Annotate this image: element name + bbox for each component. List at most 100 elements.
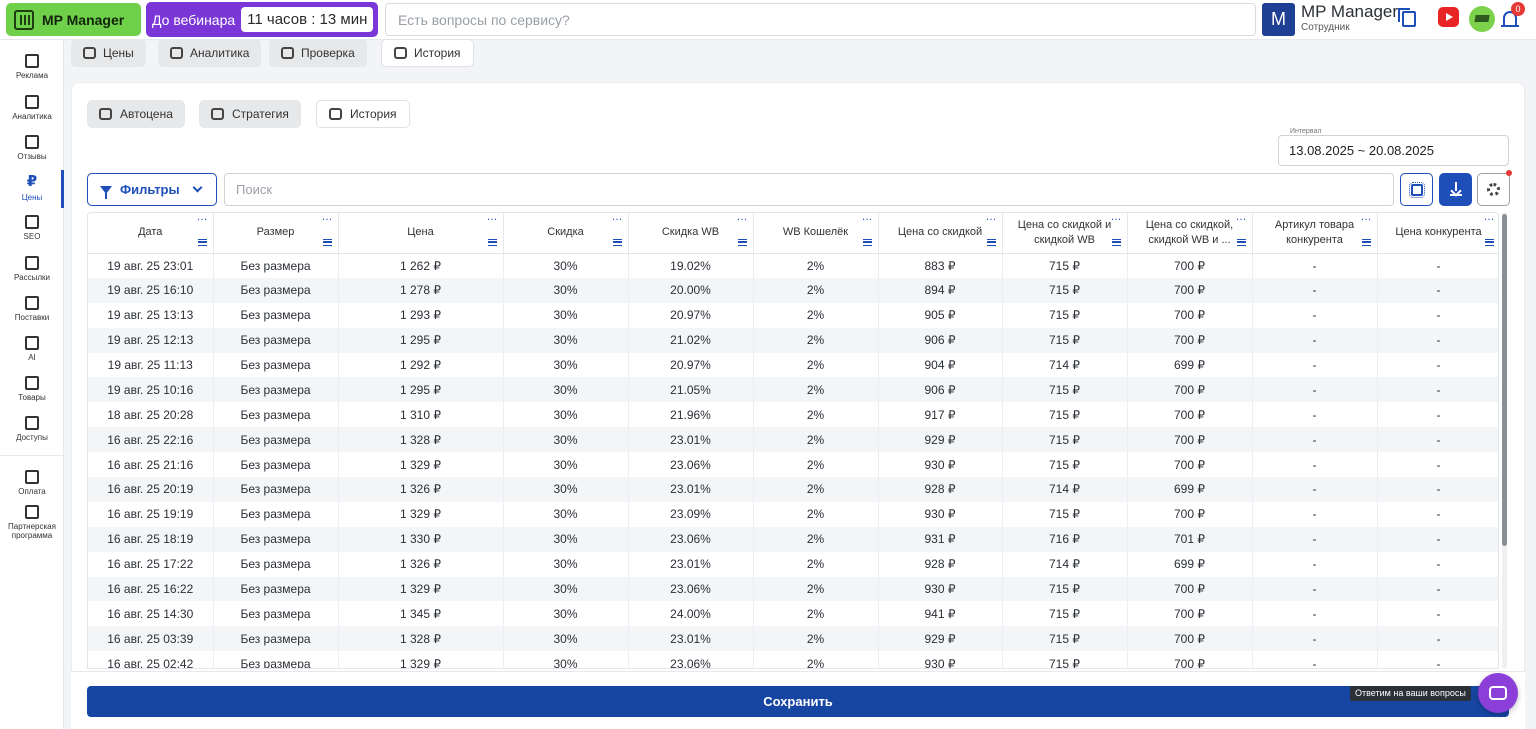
column-menu-icon[interactable] xyxy=(197,238,207,246)
sidebar-item-ai[interactable]: AI xyxy=(0,336,64,362)
top-bar: MP Manager До вебинара 11 часов : 13 мин… xyxy=(0,0,1536,40)
ai-button[interactable] xyxy=(1400,173,1433,206)
table-row[interactable]: 16 авг. 25 22:16 Без размера 1 328 ₽30% 23.… xyxy=(88,427,1498,453)
subtab-autoprice[interactable]: Автоцена xyxy=(87,100,185,128)
table-row[interactable]: 19 авг. 25 10:16 Без размера 1 295 ₽30% 21.… xyxy=(88,377,1498,403)
table-row[interactable]: 19 авг. 25 11:13 Без размера 1 292 ₽30% 20.… xyxy=(88,352,1498,378)
table-row[interactable]: 16 авг. 25 03:39 Без размера 1 328 ₽30% 23.… xyxy=(88,626,1498,652)
sidebar-item-prices[interactable]: ₽ Цены xyxy=(0,174,64,203)
table-row[interactable]: 16 авг. 25 17:22 Без размера 1 326 ₽30% 23.… xyxy=(88,551,1498,577)
column-header[interactable]: WB Кошелёк xyxy=(753,213,879,254)
column-menu-icon[interactable] xyxy=(862,238,872,246)
column-more-icon[interactable] xyxy=(1111,213,1121,225)
column-header[interactable]: Цена со скидкой xyxy=(878,213,1003,254)
column-more-icon[interactable] xyxy=(1361,213,1371,225)
sidebar-item-partners[interactable]: Партнерская программа xyxy=(0,505,64,540)
table-cell: 930 ₽ xyxy=(878,452,1003,478)
column-header[interactable]: Артикул товара конкурента xyxy=(1252,213,1378,254)
account-name[interactable]: MP Manager xyxy=(1301,2,1399,21)
column-menu-icon[interactable] xyxy=(1111,238,1121,246)
table-row[interactable]: 16 авг. 25 20:19 Без размера 1 326 ₽30% 23.… xyxy=(88,477,1498,502)
table-row[interactable]: 19 авг. 25 23:01 Без размера 1 262 ₽30% 19.… xyxy=(88,253,1498,278)
column-header[interactable]: Цена со скидкой, скидкой WB и ... xyxy=(1127,213,1253,254)
table-row[interactable]: 19 авг. 25 12:13 Без размера 1 295 ₽30% 21.… xyxy=(88,327,1498,353)
table-row[interactable]: 16 авг. 25 14:30 Без размера 1 345 ₽30% 24.… xyxy=(88,601,1498,627)
column-more-icon[interactable] xyxy=(986,213,996,225)
sidebar-item-payment[interactable]: Оплата xyxy=(0,470,64,496)
subtab-history[interactable]: История xyxy=(316,100,410,128)
sidebar-item-analytics[interactable]: Аналитика xyxy=(0,95,64,121)
tab-analytics[interactable]: Аналитика xyxy=(158,39,262,67)
column-header[interactable]: Скидка xyxy=(503,213,629,254)
column-menu-icon[interactable] xyxy=(322,238,332,246)
column-header[interactable]: Дата xyxy=(88,213,214,254)
column-menu-icon[interactable] xyxy=(1361,238,1371,246)
app-logo[interactable]: MP Manager xyxy=(6,3,141,36)
video-icon[interactable] xyxy=(1438,7,1459,27)
table-cell: 1 328 ₽ xyxy=(338,427,504,453)
table-cell: Без размера xyxy=(213,626,339,652)
sidebar-item-ads[interactable]: Реклама xyxy=(0,54,64,80)
column-menu-icon[interactable] xyxy=(487,238,497,246)
table-row[interactable]: 16 авг. 25 19:19 Без размера 1 329 ₽30% 23.… xyxy=(88,501,1498,527)
account-role: Сотрудник xyxy=(1301,22,1350,33)
table-cell: 16 авг. 25 03:39 xyxy=(88,626,214,652)
tab-label: Цены xyxy=(103,46,134,60)
table-row[interactable]: 19 авг. 25 13:13 Без размера 1 293 ₽30% 20.… xyxy=(88,302,1498,328)
save-button[interactable]: Сохранить xyxy=(87,686,1509,717)
table-cell: 19 авг. 25 11:13 xyxy=(88,352,214,378)
sidebar-item-products[interactable]: Товары xyxy=(0,376,64,402)
table-cell: Без размера xyxy=(213,377,339,403)
tab-prices[interactable]: Цены xyxy=(71,39,146,67)
graduation-icon[interactable] xyxy=(1469,6,1495,32)
download-button[interactable] xyxy=(1439,173,1472,206)
tab-check[interactable]: Проверка xyxy=(269,39,367,67)
table-row[interactable]: 16 авг. 25 02:42 Без размера 1 329 ₽30% 23.… xyxy=(88,651,1498,668)
column-menu-icon[interactable] xyxy=(986,238,996,246)
sidebar-item-access[interactable]: Доступы xyxy=(0,416,64,442)
table-row[interactable]: 16 авг. 25 16:22 Без размера 1 329 ₽30% 23.… xyxy=(88,576,1498,602)
subtab-strategy[interactable]: Стратегия xyxy=(199,100,301,128)
table-cell: 30% xyxy=(503,352,629,378)
chat-support-button[interactable] xyxy=(1478,673,1518,713)
table-settings-button[interactable] xyxy=(1477,173,1510,206)
table-cell: - xyxy=(1252,651,1378,668)
column-more-icon[interactable] xyxy=(197,213,207,225)
column-more-icon[interactable] xyxy=(322,213,332,225)
interval-date-range[interactable]: 13.08.2025 ~ 20.08.2025 xyxy=(1278,135,1509,166)
column-more-icon[interactable] xyxy=(1236,213,1246,225)
table-row[interactable]: 16 авг. 25 18:19 Без размера 1 330 ₽30% 23.… xyxy=(88,526,1498,552)
sidebar-item-mailings[interactable]: Рассылки xyxy=(0,256,64,282)
table-cell: 19 авг. 25 10:16 xyxy=(88,377,214,403)
column-more-icon[interactable] xyxy=(862,213,872,225)
column-more-icon[interactable] xyxy=(737,213,747,225)
copy-icon[interactable] xyxy=(1398,8,1416,27)
bell-icon[interactable] xyxy=(1501,11,1519,27)
table-cell: 715 ₽ xyxy=(1002,501,1128,527)
column-menu-icon[interactable] xyxy=(612,238,622,246)
sidebar-item-supplies[interactable]: Поставки xyxy=(0,296,64,322)
table-scrollbar-thumb[interactable] xyxy=(1502,214,1507,546)
support-question-input[interactable] xyxy=(385,3,1256,36)
column-menu-icon[interactable] xyxy=(1484,238,1494,246)
table-row[interactable]: 16 авг. 25 21:16 Без размера 1 329 ₽30% 23.… xyxy=(88,452,1498,478)
column-more-icon[interactable] xyxy=(612,213,622,225)
webinar-countdown[interactable]: До вебинара 11 часов : 13 мин xyxy=(146,2,378,37)
column-more-icon[interactable] xyxy=(1484,213,1494,225)
sidebar-item-reviews[interactable]: Отзывы xyxy=(0,135,64,161)
sidebar-item-seo[interactable]: SEO xyxy=(0,215,64,241)
column-header[interactable]: Цена конкурента xyxy=(1377,213,1498,254)
table-search-input[interactable] xyxy=(224,173,1394,206)
filters-button[interactable]: Фильтры xyxy=(87,173,217,206)
column-more-icon[interactable] xyxy=(487,213,497,225)
column-header[interactable]: Цена xyxy=(338,213,504,254)
table-row[interactable]: 19 авг. 25 16:10 Без размера 1 278 ₽30% 20.… xyxy=(88,277,1498,303)
table-row[interactable]: 18 авг. 25 20:28 Без размера 1 310 ₽30% 21.… xyxy=(88,402,1498,428)
column-header[interactable]: Размер xyxy=(213,213,339,254)
tab-history[interactable]: История xyxy=(381,39,474,67)
account-avatar[interactable]: M xyxy=(1262,3,1295,36)
column-menu-icon[interactable] xyxy=(1236,238,1246,246)
column-menu-icon[interactable] xyxy=(737,238,747,246)
column-header[interactable]: Скидка WB xyxy=(628,213,754,254)
column-header[interactable]: Цена со скидкой и скидкой WB xyxy=(1002,213,1128,254)
